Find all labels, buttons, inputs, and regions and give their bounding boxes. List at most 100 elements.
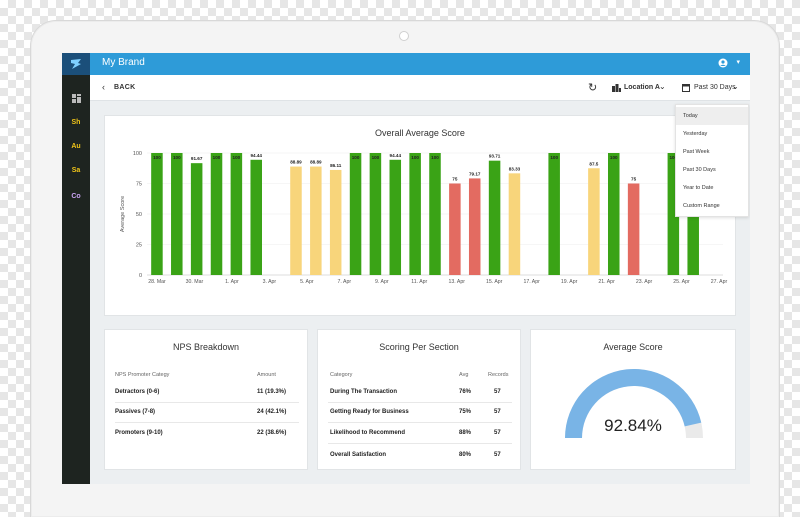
bar [151, 153, 163, 275]
sections-title: Scoring Per Section [379, 342, 459, 352]
sidebar-item-label: Co [71, 192, 81, 200]
nps-title: NPS Breakdown [172, 342, 240, 352]
x-tick-label: 5. Apr [300, 279, 314, 285]
data-label: 100 [610, 155, 618, 160]
date-option-today[interactable]: Today [676, 107, 748, 125]
data-label: 87.5 [589, 161, 598, 166]
x-tick-label: 25. Apr [673, 279, 690, 285]
back-button[interactable]: BACK [114, 84, 136, 91]
x-tick-label: 13. Apr [449, 279, 466, 285]
section-records: 57 [494, 452, 501, 458]
chevron-down-icon[interactable]: ⌄ [732, 82, 739, 91]
section-records: 57 [494, 430, 501, 436]
data-label: 94.44 [250, 153, 262, 158]
x-tick-label: 9. Apr [375, 279, 389, 285]
overall-score-chart-card: Overall Average Score 0 25 50 75 100 Average … [104, 115, 736, 316]
sidebar-item-label: Au [71, 142, 81, 150]
gauge-fill [565, 368, 702, 438]
data-label: 88.89 [310, 160, 322, 165]
scoring-per-section-card: Scoring Per Section Category Avg Records… [317, 329, 521, 470]
data-label: 75 [452, 177, 458, 182]
section-avg: 76% [459, 389, 472, 395]
x-tick-label: 15. Apr [486, 279, 503, 285]
bar [190, 163, 203, 275]
location-select[interactable]: Location A [624, 84, 660, 91]
overall-score-chart: 0 25 50 75 100 Average Score 100 100 91.67 100 100… [120, 151, 727, 285]
sections-header-records: Records [488, 372, 509, 378]
data-label: 100 [153, 155, 161, 160]
data-label: 100 [411, 155, 419, 160]
sidebar-item-label: Sh [71, 118, 81, 126]
date-range-menu: Today Yesterday Past Week Past 30 Days Y… [675, 104, 749, 217]
bar [290, 166, 302, 275]
data-label: 91.67 [191, 156, 203, 161]
data-label: 93.71 [489, 154, 501, 159]
chevron-down-icon[interactable]: ⌄ [659, 82, 666, 91]
sidebar-item-au[interactable]: Au [69, 139, 83, 153]
bar [607, 153, 620, 275]
refresh-icon[interactable]: ↻ [588, 82, 598, 94]
nps-row-amount: 22 (38.6%) [257, 430, 287, 436]
section-category: Overall Satisfaction [330, 452, 387, 458]
nps-row-amount: 11 (19.3%) [257, 389, 287, 395]
nps-row-label: Detractors (0-6) [115, 389, 160, 395]
date-range-select[interactable]: Past 30 Days [694, 84, 736, 91]
calendar-icon [682, 84, 690, 92]
nps-row-amount: 24 (42.1%) [257, 409, 287, 415]
bar [667, 153, 680, 275]
camera [399, 31, 409, 41]
section-category: During The Transaction [330, 389, 398, 395]
date-option-past-30-days[interactable]: Past 30 Days [683, 167, 716, 173]
data-label: 100 [173, 155, 181, 160]
chart-title: Overall Average Score [375, 128, 465, 138]
data-label: 75 [631, 177, 637, 182]
brand-logo-icon[interactable] [62, 53, 90, 75]
brand-title: My Brand [102, 57, 145, 68]
bar [310, 166, 322, 275]
date-option-past-week[interactable]: Past Week [683, 149, 710, 155]
bar [171, 153, 183, 275]
bar [488, 160, 501, 275]
section-records: 57 [494, 389, 501, 395]
sidebar-item-sa[interactable]: Sa [69, 163, 83, 177]
date-option-year-to-date[interactable]: Year to Date [683, 185, 714, 191]
data-label: 100 [352, 155, 360, 160]
x-tick-label: 11. Apr [411, 279, 427, 285]
y-tick-label: 50 [136, 212, 142, 218]
x-tick-label: 28. Mar [148, 279, 166, 285]
data-label: 100 [550, 155, 558, 160]
app-screen: Sh Au Sa Co My Brand ▾ ‹ BACK ↻ Location… [62, 53, 750, 484]
nps-row-label: Promoters (9-10) [115, 430, 163, 436]
sidebar-item-sh[interactable]: Sh [69, 115, 83, 129]
data-label: 79.17 [469, 171, 481, 176]
nps-row-label: Passives (7-8) [115, 409, 156, 415]
date-option-custom-range[interactable]: Custom Range [683, 203, 720, 209]
dashboard-icon[interactable] [69, 91, 83, 105]
toolbar: ‹ BACK ↻ Location A ⌄ Past 30 Days ⌄ [90, 75, 750, 101]
user-menu-caret-icon[interactable]: ▾ [736, 59, 740, 66]
x-tick-label: 7. Apr [338, 279, 352, 285]
bar [349, 153, 362, 275]
average-title: Average Score [603, 342, 663, 352]
bar [508, 173, 521, 275]
back-arrow-icon[interactable]: ‹ [102, 82, 105, 92]
y-tick-label: 25 [136, 243, 142, 249]
sidebar-item-co[interactable]: Co [69, 189, 83, 203]
x-tick-label: 30. Mar [186, 279, 204, 285]
average-score-gauge [565, 368, 703, 438]
bar [329, 169, 342, 275]
user-icon[interactable] [718, 58, 728, 68]
section-avg: 75% [459, 409, 472, 415]
data-label: 94.44 [390, 153, 402, 158]
top-bar: My Brand ▾ [90, 53, 750, 75]
table-row: Passives (7-8) 24 (42.1%) [115, 403, 299, 423]
sections-header-category: Category [330, 372, 353, 378]
x-tick-label: 19. Apr [561, 279, 578, 285]
sidebar-item-label: Sa [71, 166, 81, 174]
date-option-yesterday[interactable]: Yesterday [683, 131, 708, 137]
location-icon [612, 84, 621, 92]
data-label: 86.11 [330, 163, 342, 168]
table-row: Promoters (9-10) 22 (38.6%) [115, 424, 299, 444]
bar [548, 153, 560, 275]
y-tick-label: 100 [133, 151, 142, 157]
